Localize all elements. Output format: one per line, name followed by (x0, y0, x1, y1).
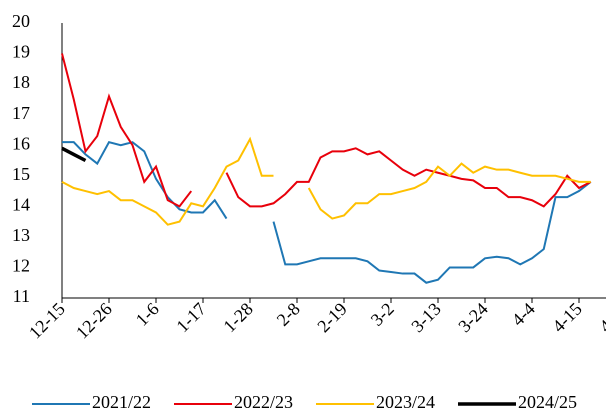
y-tick-label: 11 (13, 286, 30, 306)
x-tick-label: 3-24 (454, 299, 491, 336)
x-tick-label: 3-2 (367, 299, 398, 330)
series-line (62, 141, 592, 284)
x-tick-label: 4-26 (595, 299, 606, 336)
x-tick-label: 4-4 (508, 299, 539, 330)
legend-label: 2021/22 (92, 392, 151, 412)
x-tick-label: 12-26 (72, 299, 116, 343)
x-tick-label: 2-8 (273, 299, 304, 330)
x-tick-label: 2-19 (313, 299, 350, 336)
y-tick-label: 19 (12, 42, 30, 62)
series-line (61, 136, 591, 226)
y-tick-label: 18 (12, 72, 30, 92)
x-tick-label: 4-15 (548, 299, 585, 336)
x-tick-label: 3-13 (407, 299, 444, 336)
x-tick-label: 1-17 (172, 299, 209, 336)
legend-label: 2023/24 (376, 392, 435, 412)
y-tick-label: 16 (12, 133, 30, 153)
legend-label: 2024/25 (518, 392, 577, 412)
y-tick-label: 17 (12, 103, 30, 123)
series-line (61, 53, 592, 208)
x-tick-label: 1-6 (132, 299, 163, 330)
y-tick-label: 20 (12, 11, 30, 31)
y-tick-label: 13 (12, 225, 30, 245)
x-tick-label: 12-15 (25, 299, 69, 343)
legend-label: 2022/23 (234, 392, 293, 412)
y-tick-label: 12 (12, 256, 30, 276)
x-tick-label: 1-28 (219, 299, 256, 336)
series-line (61, 146, 87, 163)
y-tick-label: 15 (12, 164, 30, 184)
y-tick-label: 14 (12, 194, 30, 214)
